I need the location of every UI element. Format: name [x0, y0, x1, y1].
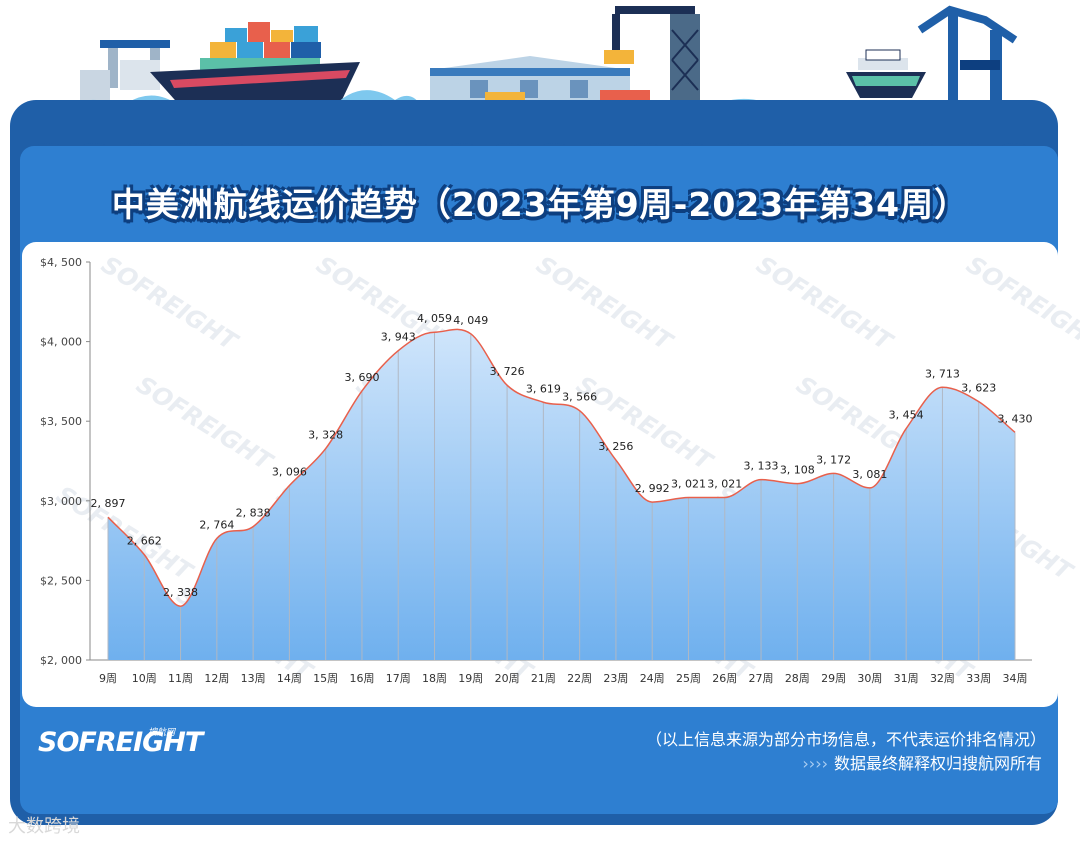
data-label: 2, 838 — [236, 507, 271, 520]
data-label: 2, 662 — [127, 535, 162, 548]
crane-left-icon — [80, 40, 170, 100]
data-label: 2, 764 — [199, 518, 234, 531]
y-tick-label: $3, 000 — [40, 495, 82, 508]
data-label: 3, 108 — [780, 464, 815, 477]
data-label: 3, 943 — [381, 331, 416, 344]
data-label: 3, 096 — [272, 466, 307, 479]
y-tick-label: $4, 000 — [40, 336, 82, 349]
x-tick-label: 12周 — [204, 672, 229, 685]
chevrons-icon: ›››› — [802, 754, 828, 773]
port-illustration — [60, 5, 1045, 118]
image-credit: 大数跨境 — [8, 816, 80, 837]
watermark-text: SOFREIGHT — [962, 251, 1080, 357]
y-tick-label: $2, 500 — [40, 574, 82, 587]
x-tick-label: 28周 — [785, 672, 810, 685]
data-label: 2, 338 — [163, 586, 198, 599]
x-tick-label: 9周 — [99, 672, 117, 685]
gantry-crane-icon — [917, 5, 1018, 104]
x-tick-label: 11周 — [168, 672, 193, 685]
area-fill — [108, 329, 1015, 660]
x-tick-label: 20周 — [495, 672, 520, 685]
x-tick-label: 31周 — [894, 672, 919, 685]
x-tick-label: 21周 — [531, 672, 556, 685]
x-tick-label: 22周 — [567, 672, 592, 685]
data-label: 3, 713 — [925, 367, 960, 380]
x-tick-label: 29周 — [821, 672, 846, 685]
rights-note: ›››› 数据最终解释权归搜航网所有 — [802, 750, 1042, 774]
x-tick-label: 24周 — [640, 672, 665, 685]
data-label: 3, 690 — [344, 371, 379, 384]
data-label: 3, 133 — [744, 460, 779, 473]
y-tick-label: $4, 500 — [40, 256, 82, 269]
watermark-text: SOFREIGHT — [532, 251, 679, 357]
data-label: 3, 081 — [852, 468, 887, 481]
cargo-ship-icon — [150, 22, 360, 108]
cruise-ship-icon — [846, 49, 926, 98]
x-tick-label: 32周 — [930, 672, 955, 685]
x-tick-label: 25周 — [676, 672, 701, 685]
x-tick-label: 10周 — [132, 672, 157, 685]
data-label: 2, 992 — [635, 482, 670, 495]
data-label: 3, 328 — [308, 429, 343, 442]
x-tick-label: 13周 — [241, 672, 266, 685]
data-label: 3, 726 — [490, 365, 525, 378]
data-label: 3, 430 — [998, 412, 1033, 425]
watermark-text: SOFREIGHT — [132, 371, 279, 477]
x-tick-label: 27周 — [749, 672, 774, 685]
data-label: 2, 897 — [91, 497, 126, 510]
page-title: 中美洲航线运价趋势（2023年第9周-2023年第34周） — [111, 185, 969, 224]
watermark-text: SOFREIGHT — [97, 251, 244, 357]
x-tick-label: 26周 — [712, 672, 737, 685]
x-tick-label: 16周 — [349, 672, 374, 685]
y-tick-label: $3, 500 — [40, 415, 82, 428]
data-label: 3, 021 — [671, 477, 706, 490]
x-tick-label: 33周 — [966, 672, 991, 685]
data-label: 3, 623 — [961, 382, 996, 395]
x-tick-label: 14周 — [277, 672, 302, 685]
data-label: 3, 566 — [562, 391, 597, 404]
harbor-crane-icon — [604, 6, 700, 108]
data-label: 4, 049 — [453, 314, 488, 327]
x-tick-label: 23周 — [603, 672, 628, 685]
data-label: 3, 454 — [889, 409, 924, 422]
data-label: 3, 619 — [526, 382, 561, 395]
data-label: 3, 172 — [816, 453, 851, 466]
rights-note-text: 数据最终解释权归搜航网所有 — [833, 754, 1042, 773]
x-tick-label: 19周 — [458, 672, 483, 685]
x-tick-label: 34周 — [1003, 672, 1028, 685]
series-line — [107, 328, 1016, 607]
brand-logo: SOFREIGHT — [38, 727, 203, 758]
y-tick-label: $2, 000 — [40, 654, 82, 667]
source-disclaimer: （以上信息来源为部分市场信息，不代表运价排名情况） — [645, 730, 1046, 749]
data-label: 3, 256 — [598, 440, 633, 453]
watermark-text: SOFREIGHT — [752, 251, 899, 357]
brand-logo-subtext: 搜航网 — [148, 728, 176, 738]
data-label: 4, 059 — [417, 312, 452, 325]
warehouse-icon — [430, 56, 650, 104]
x-tick-label: 15周 — [313, 672, 338, 685]
x-tick-label: 30周 — [857, 672, 882, 685]
x-tick-label: 18周 — [422, 672, 447, 685]
data-label: 3, 021 — [707, 477, 742, 490]
x-tick-label: 17周 — [386, 672, 411, 685]
